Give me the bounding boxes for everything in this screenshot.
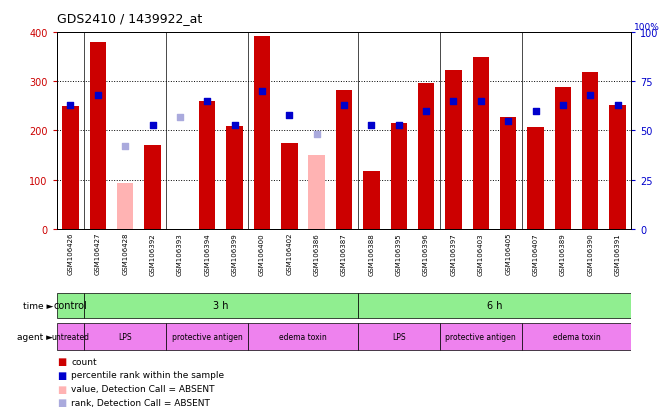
Bar bbox=[527, 128, 544, 229]
Text: GSM106399: GSM106399 bbox=[232, 232, 238, 275]
Text: count: count bbox=[71, 357, 97, 366]
Text: GDS2410 / 1439922_at: GDS2410 / 1439922_at bbox=[57, 12, 202, 25]
Text: protective antigen: protective antigen bbox=[172, 332, 242, 341]
Text: untreated: untreated bbox=[51, 332, 90, 341]
Text: GSM106402: GSM106402 bbox=[287, 232, 293, 275]
Bar bbox=[391, 124, 407, 229]
Text: GSM106394: GSM106394 bbox=[204, 232, 210, 275]
Text: GSM106395: GSM106395 bbox=[395, 232, 401, 275]
Bar bbox=[199, 102, 216, 229]
Text: GSM106407: GSM106407 bbox=[532, 232, 538, 275]
Point bbox=[147, 122, 158, 128]
Text: rank, Detection Call = ABSENT: rank, Detection Call = ABSENT bbox=[71, 398, 210, 407]
FancyBboxPatch shape bbox=[57, 293, 84, 319]
Bar bbox=[254, 36, 270, 229]
Text: GSM106389: GSM106389 bbox=[560, 232, 566, 275]
Point bbox=[476, 98, 486, 105]
Point bbox=[585, 93, 596, 99]
Bar bbox=[144, 146, 161, 229]
Text: edema toxin: edema toxin bbox=[552, 332, 601, 341]
Text: GSM106390: GSM106390 bbox=[587, 232, 593, 275]
Text: protective antigen: protective antigen bbox=[446, 332, 516, 341]
Text: ■: ■ bbox=[57, 384, 66, 394]
Text: 6 h: 6 h bbox=[487, 301, 502, 311]
Text: GSM106400: GSM106400 bbox=[259, 232, 265, 275]
Bar bbox=[609, 106, 626, 229]
Point bbox=[257, 88, 267, 95]
FancyBboxPatch shape bbox=[357, 293, 631, 319]
Point bbox=[366, 122, 377, 128]
Bar bbox=[554, 88, 571, 229]
FancyBboxPatch shape bbox=[84, 324, 166, 350]
Bar bbox=[336, 90, 352, 229]
Point bbox=[92, 93, 103, 99]
Point bbox=[530, 108, 541, 115]
Bar bbox=[62, 107, 79, 229]
Point bbox=[311, 132, 322, 138]
Bar bbox=[472, 57, 489, 229]
Text: GSM106388: GSM106388 bbox=[368, 232, 374, 275]
FancyBboxPatch shape bbox=[57, 324, 84, 350]
Point bbox=[339, 102, 349, 109]
Bar bbox=[446, 71, 462, 229]
Text: control: control bbox=[53, 301, 88, 311]
Bar bbox=[117, 184, 134, 229]
Point bbox=[448, 98, 459, 105]
Text: LPS: LPS bbox=[392, 332, 405, 341]
Bar bbox=[226, 126, 242, 229]
Point bbox=[503, 118, 514, 125]
Point bbox=[65, 102, 75, 109]
Text: GSM106427: GSM106427 bbox=[95, 232, 101, 275]
Text: GSM106391: GSM106391 bbox=[615, 232, 621, 275]
Text: ■: ■ bbox=[57, 356, 66, 366]
Point bbox=[613, 102, 623, 109]
FancyBboxPatch shape bbox=[248, 324, 357, 350]
Point bbox=[120, 143, 130, 150]
Text: percentile rank within the sample: percentile rank within the sample bbox=[71, 370, 224, 380]
Point bbox=[202, 98, 212, 105]
Point bbox=[421, 108, 432, 115]
Text: GSM106393: GSM106393 bbox=[177, 232, 183, 275]
Point bbox=[558, 102, 568, 109]
Text: time ►: time ► bbox=[23, 301, 53, 311]
Text: 3 h: 3 h bbox=[213, 301, 228, 311]
FancyBboxPatch shape bbox=[440, 324, 522, 350]
Text: GSM106392: GSM106392 bbox=[150, 232, 156, 275]
FancyBboxPatch shape bbox=[166, 324, 248, 350]
Text: 100%: 100% bbox=[634, 23, 660, 32]
Text: GSM106397: GSM106397 bbox=[450, 232, 456, 275]
Point bbox=[393, 122, 404, 128]
Text: GSM106403: GSM106403 bbox=[478, 232, 484, 275]
Bar bbox=[281, 143, 297, 229]
Bar bbox=[500, 117, 516, 229]
Text: GSM106396: GSM106396 bbox=[423, 232, 429, 275]
Bar bbox=[309, 156, 325, 229]
Text: edema toxin: edema toxin bbox=[279, 332, 327, 341]
FancyBboxPatch shape bbox=[84, 293, 357, 319]
Text: LPS: LPS bbox=[118, 332, 132, 341]
Bar bbox=[363, 171, 379, 229]
Text: GSM106387: GSM106387 bbox=[341, 232, 347, 275]
Bar bbox=[582, 73, 599, 229]
Text: GSM106405: GSM106405 bbox=[505, 232, 511, 275]
FancyBboxPatch shape bbox=[357, 324, 440, 350]
Text: GSM106386: GSM106386 bbox=[314, 232, 320, 275]
Text: value, Detection Call = ABSENT: value, Detection Call = ABSENT bbox=[71, 384, 215, 393]
Text: GSM106428: GSM106428 bbox=[122, 232, 128, 275]
Bar bbox=[418, 83, 434, 229]
Point bbox=[229, 122, 240, 128]
Text: agent ►: agent ► bbox=[17, 332, 53, 342]
Text: ■: ■ bbox=[57, 397, 66, 407]
Point bbox=[284, 112, 295, 119]
Text: GSM106426: GSM106426 bbox=[67, 232, 73, 275]
Bar bbox=[90, 43, 106, 229]
FancyBboxPatch shape bbox=[522, 324, 631, 350]
Text: ■: ■ bbox=[57, 370, 66, 380]
Point bbox=[174, 114, 185, 121]
